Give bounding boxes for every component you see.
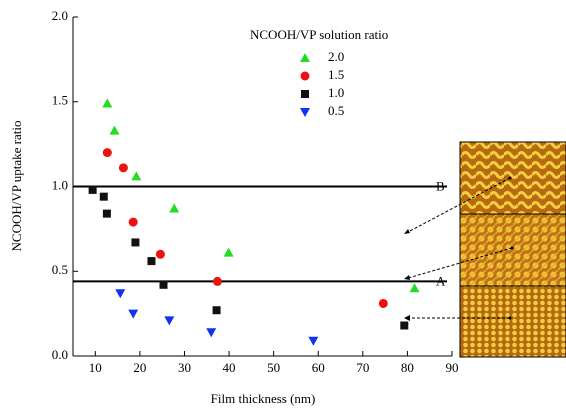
point <box>164 316 175 326</box>
point <box>378 298 388 308</box>
point <box>115 289 126 299</box>
legend-marker <box>301 90 309 98</box>
y-tick-label: 0.0 <box>52 347 68 362</box>
x-tick-label: 30 <box>178 360 191 375</box>
point <box>169 203 180 213</box>
x-tick-label: 80 <box>401 360 414 375</box>
legend-marker <box>300 71 310 81</box>
reference-label: A <box>436 273 446 288</box>
y-tick-label: 1.0 <box>52 177 68 192</box>
point <box>206 328 217 338</box>
point <box>159 280 168 289</box>
afm-image <box>459 141 566 215</box>
point <box>409 283 420 293</box>
point <box>212 306 221 315</box>
reference-label: B <box>436 178 445 193</box>
point <box>400 321 409 330</box>
legend-marker <box>300 108 310 117</box>
point <box>102 148 112 158</box>
y-tick-label: 0.5 <box>52 262 68 277</box>
afm-image <box>459 213 566 287</box>
point <box>131 238 140 247</box>
x-tick-label: 50 <box>267 360 280 375</box>
point <box>131 171 142 181</box>
y-tick-label: 1.5 <box>52 93 68 108</box>
legend-label: 1.0 <box>328 85 344 100</box>
point <box>118 163 128 173</box>
legend-label: 1.5 <box>328 67 344 82</box>
point <box>308 336 319 346</box>
point <box>102 98 113 108</box>
arrow <box>407 247 513 279</box>
arrow <box>407 177 511 233</box>
x-tick-label: 60 <box>312 360 325 375</box>
point <box>223 247 234 257</box>
point <box>88 185 97 194</box>
point <box>212 276 222 286</box>
legend-marker <box>300 53 310 62</box>
point <box>155 249 165 259</box>
afm-images <box>404 141 566 358</box>
x-tick-label: 20 <box>133 360 146 375</box>
x-tick-label: 90 <box>446 360 459 375</box>
point <box>109 125 120 135</box>
y-axis-label: NCOOH/VP uptake ratio <box>9 121 24 252</box>
legend-title: NCOOH/VP solution ratio <box>250 27 388 42</box>
legend-label: 0.5 <box>328 103 344 118</box>
point <box>102 209 111 218</box>
point <box>99 192 108 201</box>
x-axis-label: Film thickness (nm) <box>211 391 316 406</box>
point <box>147 257 156 266</box>
point <box>128 309 139 319</box>
x-tick-label: 10 <box>89 360 102 375</box>
arrows <box>407 177 513 319</box>
afm-image <box>459 285 566 358</box>
point <box>128 217 138 227</box>
x-tick-label: 40 <box>223 360 236 375</box>
legend-label: 2.0 <box>328 49 344 64</box>
y-tick-label: 2.0 <box>52 8 68 23</box>
x-tick-label: 70 <box>356 360 369 375</box>
